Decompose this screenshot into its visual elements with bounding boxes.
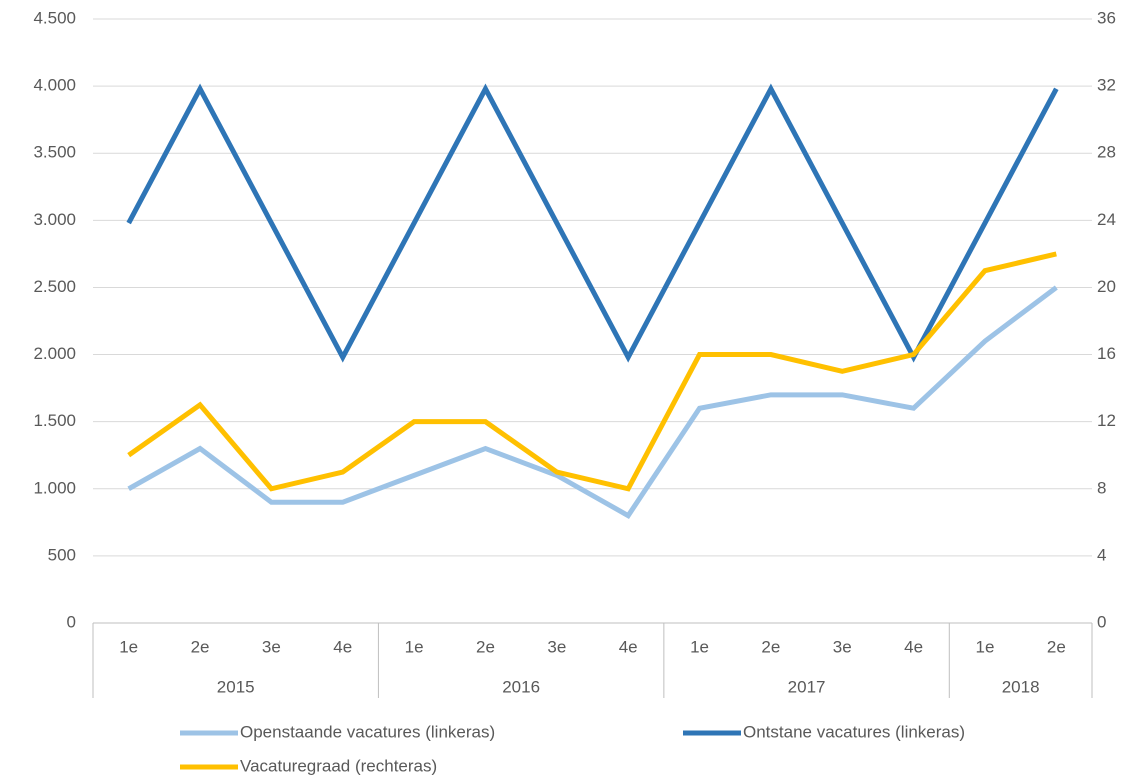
x-tick-label: 1e xyxy=(690,637,709,656)
line-series xyxy=(127,285,1058,519)
x-tick-label: 1e xyxy=(405,637,424,656)
y2-tick-label: 28 xyxy=(1097,143,1116,162)
y2-tick-label: 4 xyxy=(1097,545,1106,564)
x-tick-label: 4e xyxy=(619,637,638,656)
y2-tick-label: 24 xyxy=(1097,210,1116,229)
line-series xyxy=(126,83,1059,363)
y2-tick-label: 8 xyxy=(1097,478,1106,497)
x-group-label: 2017 xyxy=(788,677,826,696)
x-tick-label: 2e xyxy=(761,637,780,656)
y-tick-label: 0 xyxy=(67,612,76,631)
y-tick-label: 4.500 xyxy=(33,8,76,27)
y-tick-label: 1.500 xyxy=(33,411,76,430)
y-tick-label: 500 xyxy=(48,545,76,564)
x-tick-label: 1e xyxy=(119,637,138,656)
x-group-label: 2018 xyxy=(1002,677,1040,696)
y-tick-label: 2.000 xyxy=(33,344,76,363)
x-tick-label: 2e xyxy=(476,637,495,656)
x-tick-label: 3e xyxy=(833,637,852,656)
y-tick-label: 2.500 xyxy=(33,277,76,296)
y2-tick-label: 32 xyxy=(1097,76,1116,95)
x-tick-label: 2e xyxy=(1047,637,1066,656)
x-group-label: 2015 xyxy=(217,677,255,696)
x-tick-label: 2e xyxy=(191,637,210,656)
y2-tick-label: 16 xyxy=(1097,344,1116,363)
x-tick-label: 4e xyxy=(904,637,923,656)
y-tick-label: 3.500 xyxy=(33,143,76,162)
y2-tick-label: 12 xyxy=(1097,411,1116,430)
y-tick-label: 3.000 xyxy=(33,210,76,229)
line-series xyxy=(127,251,1057,492)
legend-label: Vacaturegraad (rechteras) xyxy=(240,756,437,775)
legend-label: Openstaande vacatures (linkeras) xyxy=(240,722,495,741)
x-tick-label: 4e xyxy=(333,637,352,656)
x-group-label: 2016 xyxy=(502,677,540,696)
y-tick-label: 1.000 xyxy=(33,478,76,497)
x-tick-label: 3e xyxy=(547,637,566,656)
y-tick-label: 4.000 xyxy=(33,76,76,95)
legend-label: Ontstane vacatures (linkeras) xyxy=(743,722,965,741)
x-tick-label: 3e xyxy=(262,637,281,656)
y2-tick-label: 36 xyxy=(1097,8,1116,27)
y2-tick-label: 20 xyxy=(1097,277,1116,296)
y2-tick-label: 0 xyxy=(1097,612,1106,631)
x-tick-label: 1e xyxy=(976,637,995,656)
